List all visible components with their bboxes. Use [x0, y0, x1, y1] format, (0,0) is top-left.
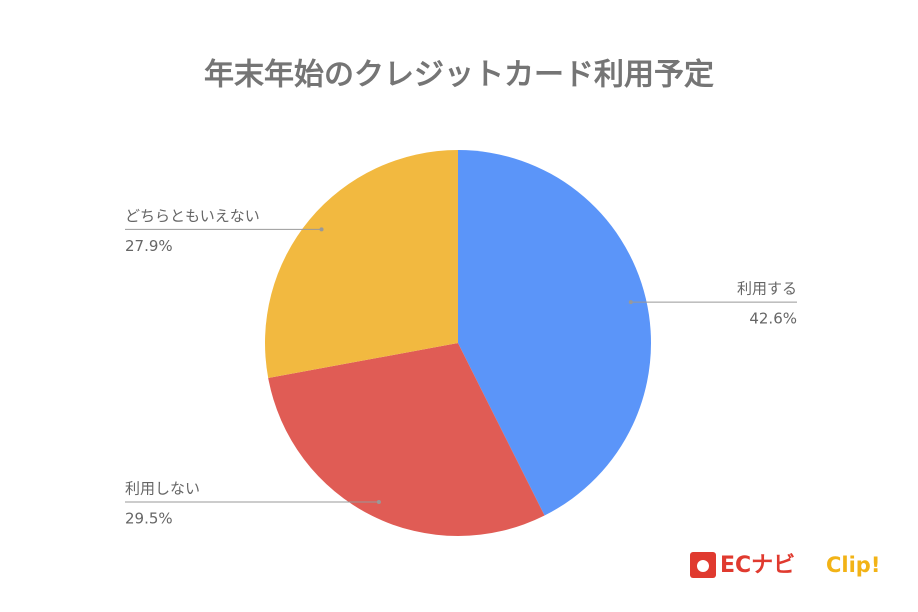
leader-dot	[628, 300, 633, 305]
slice-value-label: 29.5%	[125, 509, 173, 527]
slice-value-label: 42.6%	[749, 310, 797, 328]
pie-slice	[268, 343, 545, 536]
pie-slice	[458, 150, 652, 516]
slice-value-label: 27.9%	[125, 237, 173, 255]
pie-slice	[265, 150, 458, 378]
leader-dot	[376, 499, 381, 504]
slice-label: 利用しない	[125, 479, 200, 497]
logo-suffix: Clip!	[826, 553, 880, 577]
logo-brand: ECナビ	[720, 553, 795, 578]
slice-label: 利用する	[737, 280, 797, 298]
logo-icon-face	[697, 560, 709, 572]
leader-dot	[319, 227, 324, 232]
slice-label: どちらともいえない	[125, 207, 260, 225]
chart-title: 年末年始のクレジットカード利用予定	[204, 58, 714, 93]
logo: ECナビ Clip!	[690, 552, 880, 578]
